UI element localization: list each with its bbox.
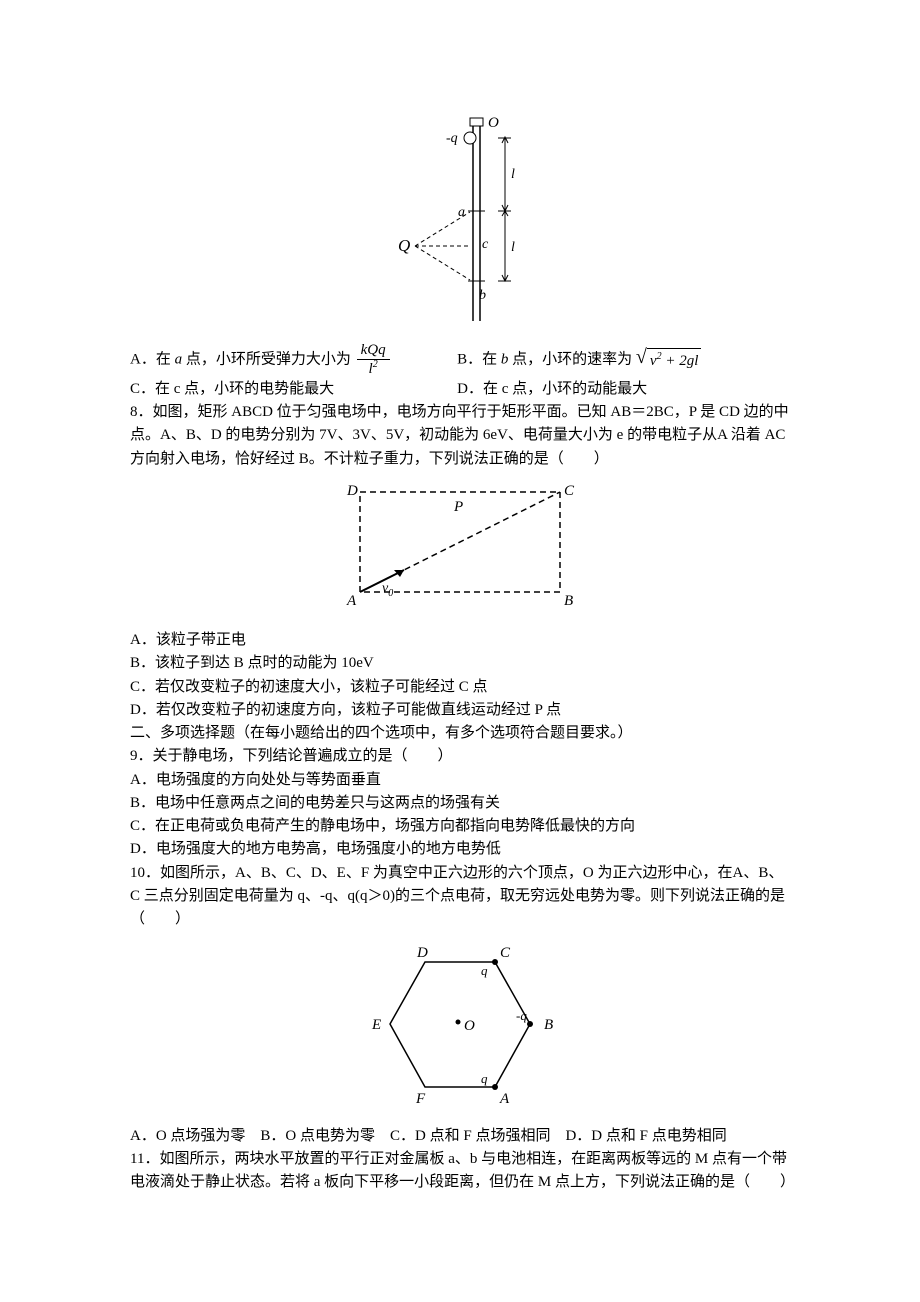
label-b: b xyxy=(479,288,486,303)
q9-stem: 9．关于静电场，下列结论普遍成立的是（ ） xyxy=(130,745,790,768)
hex-A: A xyxy=(499,1091,510,1107)
radical-icon: √ xyxy=(636,347,647,373)
q7-option-C: C．在 c 点，小环的电势能最大 xyxy=(130,378,453,401)
label-a: a xyxy=(458,205,465,220)
hex-E: E xyxy=(371,1017,381,1033)
q7-B-pre: B．在 xyxy=(457,352,501,368)
q10-figure: D C B A F E O q -q q xyxy=(130,937,790,1120)
q7-figure: O -q a c b Q l l xyxy=(130,116,790,339)
hex-O: O xyxy=(464,1018,475,1034)
label-B: B xyxy=(564,593,573,609)
label-D: D xyxy=(346,483,358,499)
q7-row-CD: C．在 c 点，小环的电势能最大 D．在 c 点，小环的动能最大 xyxy=(130,378,790,401)
q8-option-B: B．该粒子到达 B 点时的动能为 10eV xyxy=(130,652,790,675)
label-C: C xyxy=(564,483,575,499)
q7-A-fraction: kQq l2 xyxy=(357,343,390,378)
sqrt-rest: + 2gl xyxy=(662,353,699,369)
q10-option-A: A．O 点场强为零 xyxy=(130,1128,245,1144)
label-O: O xyxy=(488,116,499,131)
label-neg-q: -q xyxy=(446,131,458,146)
label-Q: Q xyxy=(398,236,410,255)
q11-stem: 11．如图所示，两块水平放置的平行正对金属板 a、b 与电池相连，在距离两板等远… xyxy=(130,1148,790,1195)
q9-option-D: D．电场强度大的地方电势高，电场强度小的地方电势低 xyxy=(130,838,790,861)
label-l2: l xyxy=(511,240,515,255)
label-v0: v0 xyxy=(382,581,393,599)
q7-option-A: A．在 a 点，小环所受弹力大小为 kQq l2 xyxy=(130,343,453,378)
hex-D: D xyxy=(416,945,428,961)
q7-B-mid: 点，小环的速率为 xyxy=(508,352,636,368)
hex-qC: q xyxy=(481,963,488,978)
q9-option-C: C．在正电荷或负电荷产生的静电场中，场强方向都指向电势降低最快的方向 xyxy=(130,815,790,838)
q8-option-A: A．该粒子带正电 xyxy=(130,629,790,652)
q10-option-B: B．O 点电势为零 xyxy=(260,1128,375,1144)
q10-option-C: C．D 点和 F 点场强相同 xyxy=(390,1128,550,1144)
q8-option-C: C．若仅改变粒子的初速度大小，该粒子可能经过 C 点 xyxy=(130,676,790,699)
q8-option-D: D．若仅改变粒子的初速度方向，该粒子可能做直线运动经过 P 点 xyxy=(130,699,790,722)
q10-stem: 10．如图所示，A、B、C、D、E、F 为真空中正六边形的六个顶点，O 为正六边… xyxy=(130,862,790,932)
label-A: A xyxy=(346,593,357,609)
sqrt-content: v2 + 2gl xyxy=(647,348,701,373)
hex-qA: q xyxy=(481,1071,488,1086)
q10-svg: D C B A F E O q -q q xyxy=(350,937,570,1112)
hex-F: F xyxy=(415,1091,426,1107)
q8-svg: D C A B P v0 xyxy=(330,477,590,617)
label-l1: l xyxy=(511,167,515,182)
q7-A-point: a xyxy=(175,352,183,368)
sqrt-v: v xyxy=(650,353,657,369)
hex-qB: -q xyxy=(516,1008,527,1023)
frac-den-exp: 2 xyxy=(373,359,378,370)
frac-num: kQq xyxy=(357,343,390,360)
q7-svg: O -q a c b Q l l xyxy=(380,116,540,331)
q8-figure: D C A B P v0 xyxy=(130,477,790,625)
q7-A-pre: A．在 xyxy=(130,352,175,368)
q9-option-A: A．电场强度的方向处处与等势面垂直 xyxy=(130,769,790,792)
q7-option-B: B．在 b 点，小环的速率为 √ v2 + 2gl xyxy=(457,347,780,373)
q9-option-B: B．电场中任意两点之间的电势差只与这两点的场强有关 xyxy=(130,792,790,815)
section-2-heading: 二、多项选择题（在每小题给出的四个选项中，有多个选项符合题目要求。） xyxy=(130,722,790,745)
q7-B-sqrt: √ v2 + 2gl xyxy=(636,347,701,373)
label-P: P xyxy=(453,499,463,515)
hex-C: C xyxy=(500,945,511,961)
q7-A-mid: 点，小环所受弹力大小为 xyxy=(182,352,355,368)
q10-options: A．O 点场强为零 B．O 点电势为零 C．D 点和 F 点场强相同 D．D 点… xyxy=(130,1125,790,1148)
q7-row-AB: A．在 a 点，小环所受弹力大小为 kQq l2 B．在 b 点，小环的速率为 … xyxy=(130,343,790,378)
q8-stem: 8．如图，矩形 ABCD 位于匀强电场中，电场方向平行于矩形平面。已知 AB＝2… xyxy=(130,401,790,471)
frac-den: l2 xyxy=(357,360,390,378)
q7-option-D: D．在 c 点，小环的动能最大 xyxy=(457,378,780,401)
label-c: c xyxy=(482,237,489,252)
q10-option-D: D．D 点和 F 点电势相同 xyxy=(565,1128,726,1144)
hex-B: B xyxy=(544,1017,553,1033)
